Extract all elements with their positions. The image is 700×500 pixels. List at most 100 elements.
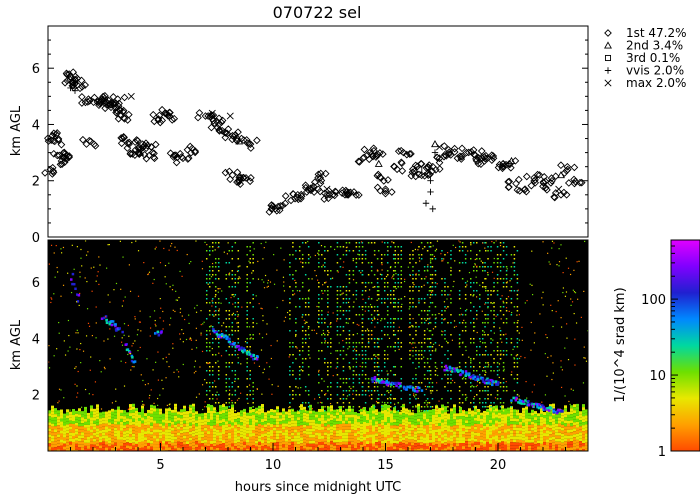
heatmap-cell — [423, 410, 426, 414]
data-point-cluster — [267, 201, 276, 209]
heatmap-cell — [458, 398, 461, 400]
heatmap-cell — [120, 409, 123, 413]
heatmap-cell — [428, 306, 431, 308]
heatmap-cell — [487, 322, 489, 324]
heatmap-cell — [295, 322, 297, 324]
heatmap-cell — [321, 411, 324, 415]
heatmap-cell — [342, 423, 345, 427]
heatmap-cell — [423, 437, 426, 441]
heatmap-cell — [549, 410, 552, 414]
heatmap-cell — [567, 435, 570, 439]
heatmap-cell — [502, 382, 505, 384]
heatmap-cell — [255, 416, 258, 420]
data-point — [416, 166, 423, 173]
heatmap-cell — [177, 441, 180, 445]
heatmap-cell — [183, 435, 186, 439]
heatmap-cell — [258, 420, 261, 424]
heatmap-cell — [246, 445, 249, 449]
heatmap-cell — [279, 415, 282, 419]
heatmap-cell — [240, 434, 243, 438]
heatmap-cell — [131, 356, 134, 359]
heatmap-cell — [279, 412, 282, 416]
heatmap-cell — [63, 419, 66, 423]
data-point-cluster — [150, 117, 159, 126]
heatmap-cell — [210, 407, 213, 411]
data-point-cluster — [191, 147, 200, 155]
heatmap-cell — [57, 416, 60, 420]
data-point-cluster — [239, 173, 247, 182]
heatmap-cell — [342, 426, 345, 430]
heatmap-cell — [285, 444, 288, 448]
heatmap-cell — [157, 334, 161, 337]
heatmap-cell — [162, 422, 165, 426]
heatmap-cell — [301, 330, 304, 332]
heatmap-cell — [465, 435, 468, 439]
heatmap-cell — [585, 421, 588, 425]
heatmap-cell — [492, 421, 495, 425]
data-point-cluster — [221, 133, 230, 142]
heatmap-cell — [564, 411, 567, 415]
heatmap-cell — [171, 421, 174, 425]
heatmap-cell — [324, 429, 327, 433]
heatmap-cell — [414, 431, 417, 435]
heatmap-cell — [428, 350, 431, 352]
heatmap-cell — [549, 434, 552, 438]
data-point-cluster — [206, 112, 215, 121]
heatmap-cell — [306, 419, 309, 423]
heatmap-cell — [360, 423, 363, 427]
heatmap-cell — [357, 416, 360, 420]
heatmap-cell — [477, 441, 480, 445]
heatmap-cell — [336, 442, 339, 446]
data-point-cluster — [533, 170, 542, 179]
heatmap-cell — [255, 440, 258, 444]
heatmap-cell — [117, 418, 120, 422]
heatmap-cell — [475, 270, 478, 272]
heatmap-cell — [472, 290, 475, 292]
data-point-cluster — [316, 187, 324, 196]
top-y-tick-label: 0 — [32, 231, 40, 246]
heatmap-cell — [484, 406, 486, 408]
heatmap-cell — [138, 424, 141, 428]
heatmap-cell — [481, 322, 484, 324]
heatmap-cell — [453, 449, 456, 451]
heatmap-cell — [397, 278, 400, 280]
heatmap-cell — [295, 282, 297, 284]
heatmap-cell — [144, 419, 147, 423]
legend-marker — [604, 67, 612, 74]
heatmap-cell — [528, 442, 531, 446]
heatmap-cell — [348, 346, 351, 348]
heatmap-cell — [297, 435, 300, 439]
heatmap-cell — [345, 420, 348, 424]
heatmap-cell — [246, 362, 248, 364]
heatmap-cell — [324, 270, 326, 272]
heatmap-cell — [397, 386, 401, 389]
heatmap-cell — [306, 449, 309, 451]
top-y-tick-label: 4 — [32, 118, 40, 133]
heatmap-cell — [327, 439, 330, 443]
heatmap-cell — [369, 407, 372, 411]
heatmap-cell — [418, 366, 420, 368]
heatmap-cell — [192, 433, 195, 437]
heatmap-cell — [126, 427, 129, 431]
heatmap-cell — [415, 374, 417, 376]
data-point-cluster — [281, 199, 290, 208]
heatmap-cell — [502, 410, 505, 412]
heatmap-cell — [461, 402, 464, 404]
heatmap-cell — [309, 425, 312, 429]
heatmap-cell — [318, 242, 320, 244]
heatmap-cell — [217, 342, 220, 344]
heatmap-cell — [132, 430, 135, 434]
heatmap-cell — [444, 254, 446, 256]
heatmap-cell — [345, 432, 348, 436]
heatmap-cell — [432, 441, 435, 445]
heatmap-cell — [252, 278, 254, 280]
heatmap-cell — [540, 419, 543, 423]
heatmap-cell — [324, 334, 326, 336]
heatmap-cell — [198, 431, 201, 435]
heatmap-cell — [336, 445, 339, 449]
data-point-cluster — [540, 172, 549, 181]
heatmap-cell — [493, 318, 495, 320]
heatmap-cell — [289, 254, 291, 256]
heatmap-cell — [318, 302, 320, 304]
heatmap-cell — [531, 421, 534, 425]
